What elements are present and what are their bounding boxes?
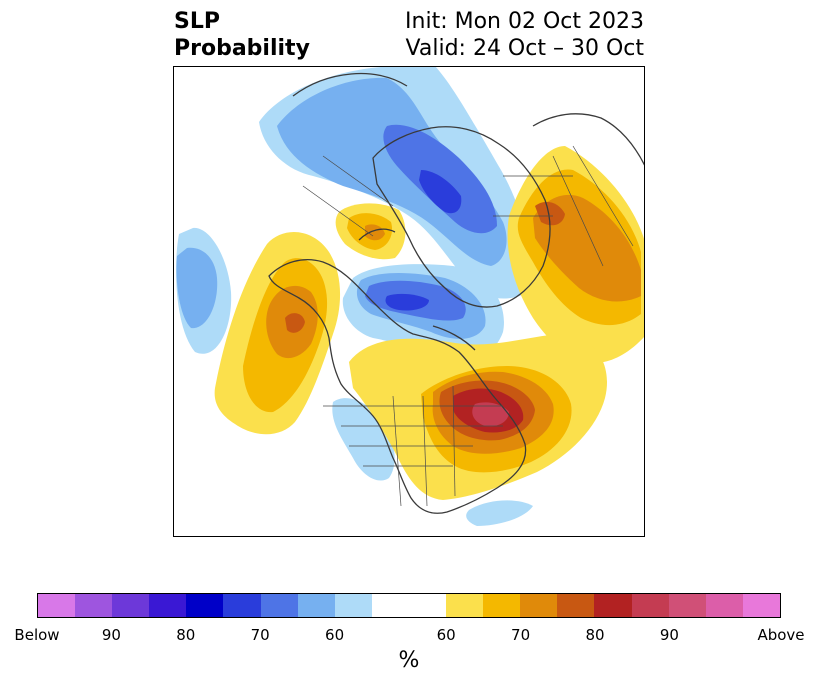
date-info: Init: Mon 02 Oct 2023 Valid: 24 Oct – 30… xyxy=(405,8,644,62)
colorbar-unit-label: % xyxy=(398,648,420,673)
title-line-slp: SLP xyxy=(174,9,220,34)
colorbar-tick-label: 60 xyxy=(325,626,345,644)
colorbar-tick-label: 90 xyxy=(659,626,679,644)
political-borders xyxy=(302,145,634,507)
colorbar-tick-label: Above xyxy=(757,626,805,644)
colorbar-segment xyxy=(186,594,224,617)
northern-europe-below xyxy=(259,66,533,299)
init-date: Init: Mon 02 Oct 2023 xyxy=(405,9,644,34)
arctic-ocean-below xyxy=(342,264,504,363)
colorbar-segment xyxy=(297,594,335,617)
colorbar-segment xyxy=(520,594,558,617)
colorbar-tick-label: 60 xyxy=(436,626,456,644)
colorbar xyxy=(37,593,781,618)
colorbar-segment xyxy=(742,594,780,617)
colorbar-segment xyxy=(371,594,447,617)
colorbar-tick-label: 90 xyxy=(101,626,121,644)
colorbar-segment xyxy=(483,594,521,617)
colorbar-tick-label: 80 xyxy=(585,626,605,644)
colorbar-ticks: Below 90 80 70 60 60 70 80 90 Above xyxy=(0,626,819,646)
north-pacific-below xyxy=(176,227,232,354)
colorbar-tick-label: Below xyxy=(14,626,60,644)
colorbar-segment xyxy=(668,594,706,617)
colorbar-segment xyxy=(631,594,669,617)
colorbar-segment xyxy=(557,594,595,617)
colorbar-segment xyxy=(38,594,76,617)
colorbar-segment xyxy=(334,594,372,617)
eastern-north-america-above xyxy=(349,334,608,500)
colorbar-tick-label: 70 xyxy=(250,626,270,644)
colorbar-segment xyxy=(705,594,743,617)
colorbar-segment xyxy=(446,594,484,617)
valid-date-range: Valid: 24 Oct – 30 Oct xyxy=(405,36,644,61)
colorbar-segment xyxy=(149,594,187,617)
colorbar-segment xyxy=(75,594,113,617)
title-line-probability: Probability xyxy=(174,36,310,61)
colorbar-tick-label: 70 xyxy=(511,626,531,644)
coastlines xyxy=(268,72,645,514)
colorbar-tick-label: 80 xyxy=(176,626,196,644)
probability-map xyxy=(173,66,645,537)
colorbar-segment xyxy=(260,594,298,617)
chart-title: SLP Probability xyxy=(174,8,310,62)
colorbar-segment xyxy=(223,594,261,617)
colorbar-segment xyxy=(112,594,150,617)
colorbar-segment xyxy=(594,594,632,617)
